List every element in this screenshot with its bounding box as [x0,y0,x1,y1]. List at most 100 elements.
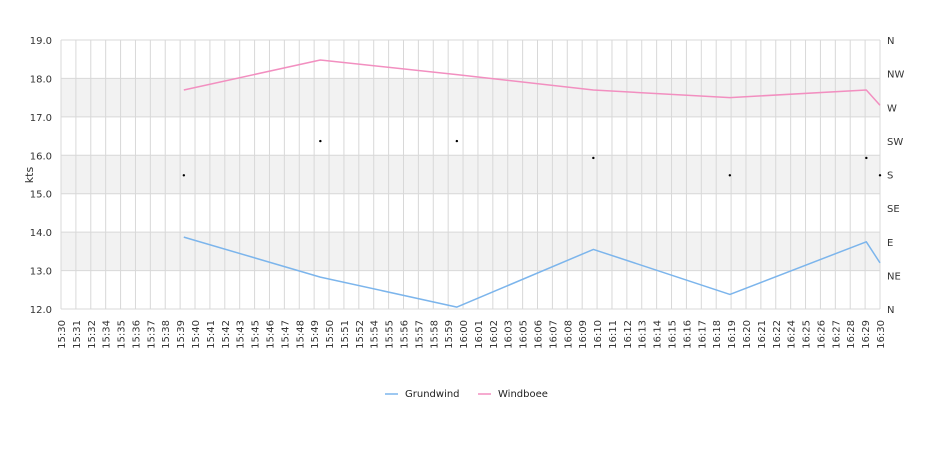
x-tick-label: 16:20 [742,320,753,349]
y2-tick-label: NW [887,70,904,81]
x-tick-label: 15:32 [87,320,98,349]
direction-marker [865,156,868,160]
direction-marker [878,174,882,177]
x-tick-label: 16:01 [474,320,485,349]
y-axis-ticks: 12.0 13.0 14.0 15.0 16.0 17.0 18.0 19.0 [30,36,52,316]
x-tick-label: 15:51 [340,320,351,349]
y2-tick-label: E [887,238,893,249]
x-tick-label: 15:38 [161,320,172,349]
x-tick-label: 15:48 [295,320,306,349]
y-tick-label: 16.0 [30,151,52,162]
x-tick-label: 16:06 [534,320,545,349]
x-tick-label: 16:17 [697,320,708,349]
x-tick-label: 16:19 [727,320,738,349]
y2-tick-label: SE [887,204,900,215]
plot-band [61,78,880,117]
x-tick-label: 16:21 [757,320,768,349]
x-tick-label: 15:37 [146,320,157,349]
direction-marker [319,139,322,143]
x-tick-label: 16:24 [787,320,798,349]
x-tick-label: 15:40 [191,320,202,349]
legend[interactable]: Grundwind Windboee [385,389,548,400]
x-tick-label: 15:43 [236,320,247,349]
y2-tick-label: N [887,305,894,316]
y2-tick-label: N [887,36,894,47]
series-line-windboee [183,59,881,106]
y-tick-label: 13.0 [30,267,52,278]
legend-item-grundwind[interactable]: Grundwind [385,389,460,400]
x-tick-label: 16:26 [816,320,827,349]
x-axis-ticks: 15:30 15:31 15:32 15:34 15:35 15:36 15:37 15:38… [57,320,887,349]
y-axis-label: kts [23,167,36,184]
x-tick-label: 15:45 [251,320,262,349]
y2-axis-labels: N NE E SE S SW W NW N [887,36,904,316]
x-tick-label: 16:13 [638,320,649,349]
legend-item-windboee[interactable]: Windboee [478,389,548,400]
x-tick-label: 16:28 [846,320,857,349]
x-tick-label: 15:52 [355,320,366,349]
x-tick-label: 16:07 [548,320,559,349]
x-tick-label: 16:16 [682,320,693,349]
direction-marker [182,174,186,177]
x-tick-label: 15:47 [280,320,291,349]
x-tick-label: 16:18 [712,320,723,349]
y2-tick-label: W [887,103,897,114]
x-tick-label: 16:02 [489,320,500,349]
direction-marker [728,174,732,177]
legend-label-windboee: Windboee [498,389,548,400]
x-tick-label: 15:55 [385,320,396,349]
x-tick-label: 15:39 [176,320,187,349]
x-tick-label: 15:34 [102,320,113,349]
x-tick-label: 15:46 [265,320,276,349]
y2-tick-label: SW [887,137,903,148]
x-tick-label: 15:36 [131,320,142,349]
x-tick-label: 16:14 [653,320,664,349]
x-tick-label: 16:27 [831,320,842,349]
x-tick-label: 15:35 [117,320,128,349]
x-tick-label: 15:59 [444,320,455,349]
x-tick-label: 16:08 [563,320,574,349]
x-tick-label: 16:09 [578,320,589,349]
x-tick-label: 15:49 [310,320,321,349]
y-tick-label: 17.0 [30,113,52,124]
series-lines [183,59,881,308]
y-tick-label: 15.0 [30,190,52,201]
x-tick-label: 16:03 [504,320,515,349]
direction-marker [592,156,595,160]
x-tick-label: 16:05 [519,320,530,349]
x-tick-label: 15:30 [57,320,68,349]
y-tick-label: 19.0 [30,36,52,47]
x-tick-label: 16:29 [861,320,872,349]
x-tick-label: 16:11 [608,320,619,349]
y-tick-label: 18.0 [30,74,52,85]
x-tick-label: 15:54 [370,320,381,349]
x-tick-label: 15:56 [399,320,410,349]
x-tick-label: 16:30 [876,320,887,349]
plot-band [61,232,880,271]
x-tick-label: 16:12 [623,320,634,349]
x-tick-label: 16:00 [459,320,470,349]
x-tick-label: 15:50 [325,320,336,349]
direction-marker [455,139,459,143]
x-tick-label: 15:58 [429,320,440,349]
x-tick-label: 15:31 [72,320,83,349]
y-tick-label: 12.0 [30,305,52,316]
x-tick-label: 16:22 [772,320,783,349]
x-tick-label: 16:15 [668,320,679,349]
direction-markers [182,139,882,177]
y2-tick-label: S [887,171,893,182]
plot-bands [61,78,880,271]
vertical-gridlines [60,40,881,309]
x-tick-label: 16:10 [593,320,604,349]
x-tick-label: 15:41 [206,320,217,349]
y2-tick-label: NE [887,271,901,282]
y-tick-label: 14.0 [30,228,52,239]
legend-label-grundwind: Grundwind [405,389,460,400]
x-tick-label: 16:25 [802,320,813,349]
x-tick-label: 15:57 [414,320,425,349]
horizontal-gridlines [61,39,880,310]
series-line-grundwind [183,236,881,308]
plot-band [61,155,880,194]
